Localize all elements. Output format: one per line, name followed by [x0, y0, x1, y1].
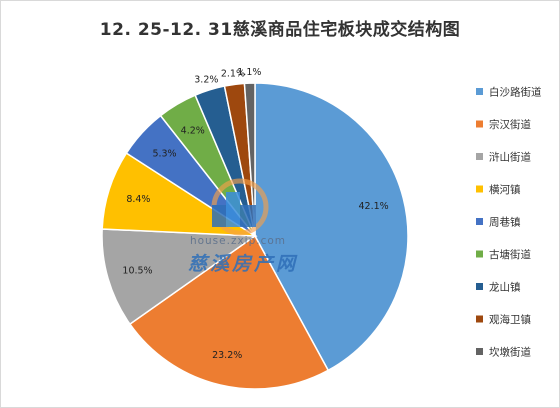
chart-title: 12. 25-12. 31慈溪商品住宅板块成交结构图	[99, 20, 461, 40]
legend-swatch	[476, 348, 483, 355]
slice-labels: 42.1% 23.2% 10.5% 8.4% 5.3% 4.2% 3.2%2.1%1.1%	[122, 67, 388, 361]
watermark-url: house.zxip.com	[190, 235, 286, 247]
pie-slice-2	[128, 234, 330, 390]
legend-label: 浒山街道	[489, 151, 531, 164]
legend-label: 周巷镇	[489, 216, 521, 229]
pie-slice-9	[243, 82, 256, 237]
legend-swatch	[476, 250, 483, 258]
legend-swatch	[476, 153, 483, 160]
legend-swatch	[476, 218, 483, 225]
legend-swatch	[476, 88, 483, 95]
legend-swatch	[476, 185, 483, 193]
slice-data-label: 1.1%	[237, 67, 261, 78]
slice-data-label: 2.1%	[221, 68, 245, 79]
slice-data-label: 3.2%	[194, 74, 218, 85]
legend-label: 白沙路街道	[489, 86, 542, 99]
watermark: house.zxip.com 慈溪房产网	[188, 178, 298, 275]
slice-data-label: 5.3%	[152, 149, 176, 160]
watermark-logo-building	[226, 192, 240, 227]
legend-label: 古塘街道	[489, 248, 531, 261]
legend-label: 坎墩街道	[489, 346, 531, 359]
legend-swatch	[476, 120, 483, 128]
slice-data-label: 42.1%	[359, 201, 389, 212]
slice-data-label: 10.5%	[122, 265, 152, 276]
legend-label: 横河镇	[489, 183, 521, 196]
legend-label: 龙山镇	[489, 281, 521, 294]
watermark-site-name: 慈溪房产网	[188, 253, 298, 275]
legend-swatch	[476, 315, 483, 323]
legend-label: 观海卫镇	[489, 313, 531, 326]
legend-label: 宗汉街道	[489, 118, 531, 131]
legend-swatch	[476, 283, 483, 290]
slice-data-label: 4.2%	[181, 126, 205, 137]
pie-slice-3	[101, 228, 258, 326]
slice-data-label: 23.2%	[212, 350, 242, 361]
slice-data-label: 8.4%	[126, 194, 150, 205]
pie-slice-1	[254, 82, 409, 372]
